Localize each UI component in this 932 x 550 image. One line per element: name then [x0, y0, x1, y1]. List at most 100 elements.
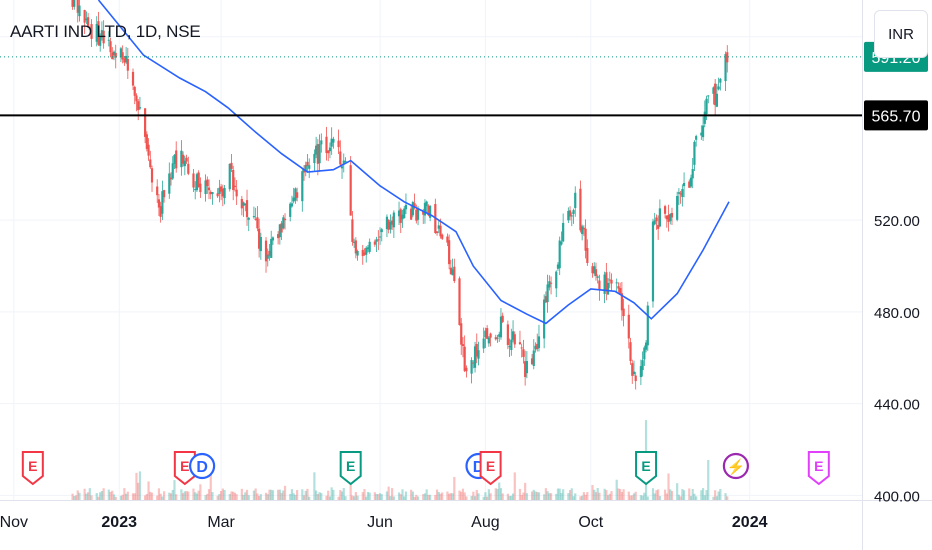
- volume-bar: [695, 496, 698, 500]
- candle-body: [581, 226, 584, 235]
- candle-body: [639, 366, 642, 378]
- volume-bar: [375, 493, 378, 500]
- volume-bar: [306, 488, 309, 500]
- dividend-marker[interactable]: D: [189, 452, 216, 480]
- candle-body: [726, 52, 729, 63]
- time-tick-label: Mar: [207, 514, 235, 531]
- candle-body: [242, 202, 245, 206]
- earnings-marker[interactable]: E: [21, 451, 44, 486]
- event-shield: [635, 451, 658, 486]
- time-axis[interactable]: Nov 2023 Mar Jun Aug Oct 2024: [0, 514, 768, 531]
- candles: [71, 0, 729, 390]
- volume-bar: [416, 496, 420, 500]
- volume-bar: [271, 490, 275, 500]
- volume-bar: [377, 494, 380, 500]
- earnings_green-marker[interactable]: E: [635, 451, 658, 486]
- volume-bar: [536, 492, 539, 500]
- volume-bar: [87, 492, 90, 500]
- volume-bar: [112, 494, 116, 500]
- volume-bar: [242, 494, 245, 500]
- candle-body: [537, 336, 541, 349]
- volume-bar: [518, 488, 522, 500]
- candle-body: [724, 54, 727, 82]
- volume-bar: [145, 493, 148, 500]
- volume-bar: [641, 495, 644, 500]
- candle-body: [651, 221, 655, 302]
- event-markers: E E D E D E E ⚡ E: [21, 451, 830, 486]
- volume-bar: [530, 491, 534, 500]
- candle-body: [586, 248, 589, 264]
- volume-bar: [330, 487, 333, 500]
- candle-body: [209, 191, 212, 195]
- candle-body: [180, 150, 183, 168]
- volume-bar: [340, 491, 344, 500]
- volume-bar: [560, 492, 563, 500]
- volume-bar: [192, 488, 195, 500]
- earnings-marker[interactable]: E: [479, 451, 502, 486]
- candle-body: [328, 147, 332, 152]
- candle-body: [351, 219, 354, 242]
- price-axis[interactable]: 600.00520.00480.00440.00400.00591.20565.…: [864, 30, 928, 506]
- volume-bar: [123, 488, 126, 500]
- candle-body: [510, 339, 513, 350]
- event-label: E: [28, 458, 37, 474]
- time-tick-label: Aug: [471, 514, 499, 531]
- candle-body: [458, 278, 461, 325]
- volume-bar: [714, 490, 717, 500]
- volume-bar: [180, 489, 183, 500]
- candle-body: [368, 241, 371, 252]
- volume-bar: [567, 493, 570, 500]
- volume-bar: [211, 492, 214, 500]
- volume-bar: [169, 493, 173, 500]
- candle-body: [682, 182, 686, 187]
- candle-body: [634, 375, 637, 382]
- volume-bar: [387, 486, 390, 500]
- candle-body: [411, 202, 414, 216]
- volume-bar: [195, 493, 199, 500]
- candle-body: [689, 177, 693, 187]
- candle-body: [112, 51, 116, 56]
- volume-bar: [593, 489, 596, 500]
- candle-body: [448, 240, 451, 265]
- volume-bar: [187, 491, 190, 500]
- volume-bar: [439, 493, 442, 500]
- candle-body: [277, 234, 280, 239]
- earnings_green-marker[interactable]: E: [339, 451, 362, 486]
- event-label: E: [346, 458, 355, 474]
- candle-body: [582, 227, 585, 230]
- volume-bar: [570, 488, 573, 500]
- earnings-marker[interactable]: E: [173, 451, 196, 486]
- candle-body: [707, 95, 710, 97]
- candle-body: [301, 171, 304, 202]
- volume-bar: [354, 492, 357, 500]
- volume-bar: [470, 495, 473, 500]
- candle-body: [264, 240, 268, 262]
- volume-bar: [544, 488, 547, 500]
- candle-body: [632, 371, 636, 375]
- volume-bar: [315, 490, 318, 500]
- candle-body: [525, 361, 528, 374]
- volume-bar: [344, 496, 347, 500]
- event-shield: [21, 451, 44, 486]
- volume-bar: [446, 491, 449, 500]
- candle-body: [133, 86, 136, 96]
- candle-body: [223, 187, 226, 198]
- candle-body: [161, 191, 164, 214]
- volume-bar: [76, 490, 79, 500]
- candle-body: [220, 186, 223, 192]
- candle-body: [622, 308, 625, 317]
- split-marker[interactable]: ⚡: [722, 452, 749, 480]
- volume-bar: [427, 494, 430, 500]
- candle-body: [245, 200, 249, 218]
- volume-bar: [216, 495, 219, 500]
- volume-bar: [373, 492, 376, 500]
- candle-body: [168, 173, 171, 194]
- candle-body: [669, 214, 672, 222]
- candle-body: [511, 331, 515, 340]
- volume-bar: [477, 493, 480, 500]
- candle-body: [380, 229, 383, 233]
- earnings_purple-marker[interactable]: E: [807, 451, 830, 486]
- currency-button[interactable]: INR: [874, 10, 928, 58]
- time-tick-label: Oct: [578, 514, 603, 531]
